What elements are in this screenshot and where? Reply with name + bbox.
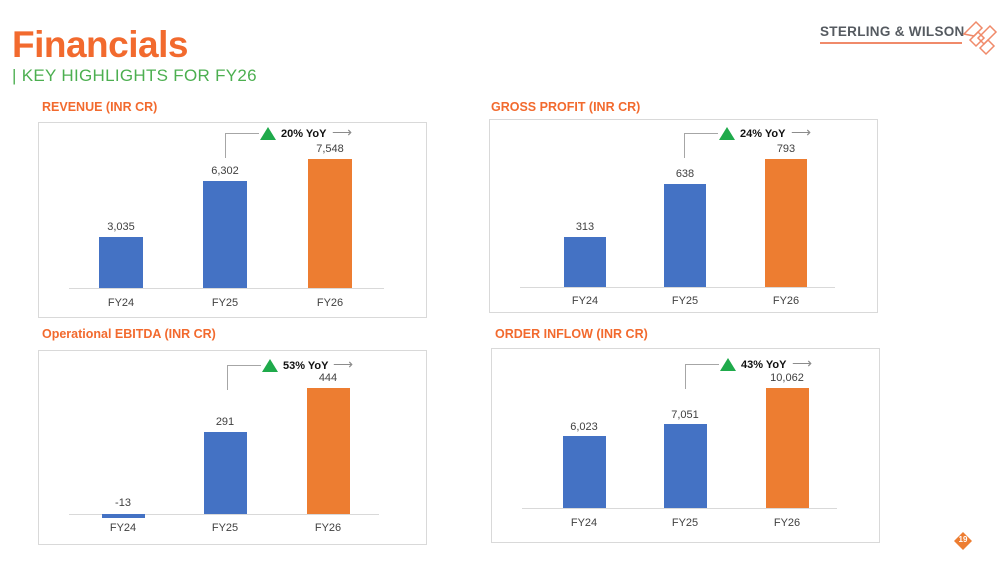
bar-fy25 <box>664 424 707 508</box>
chart-ebitda: -13 291 444 FY24 FY25 FY26 53% YoY ⟶ <box>38 350 427 545</box>
yoy-annotation: 20% YoY <box>281 128 327 140</box>
category-label: FY26 <box>316 297 344 309</box>
value-label: 7,051 <box>671 409 699 421</box>
chart-gross-profit: 313 638 793 FY24 FY25 FY26 24% YoY ⟶ <box>489 119 878 313</box>
category-label: FY26 <box>314 522 342 534</box>
bar-fy26 <box>765 159 807 287</box>
category-label: FY24 <box>109 522 137 534</box>
page-subtitle: | KEY HIGHLIGHTS FOR FY26 <box>12 66 257 85</box>
value-label: 313 <box>575 221 595 233</box>
arrow-right-icon: ⟶ <box>791 124 812 140</box>
up-triangle-icon <box>260 127 276 140</box>
bar-fy24 <box>564 237 606 287</box>
bar-fy26 <box>308 159 352 288</box>
chart-title-ebitda: Operational EBITDA (INR CR) <box>42 327 216 341</box>
up-triangle-icon <box>720 358 736 371</box>
category-label: FY25 <box>211 297 239 309</box>
value-label: 444 <box>318 372 338 384</box>
value-label: 6,023 <box>570 421 598 433</box>
chart-title-gross-profit: GROSS PROFIT (INR CR) <box>491 100 641 114</box>
yoy-connector <box>225 133 259 158</box>
logo-underline <box>820 42 962 44</box>
page-number: 19 <box>958 535 968 544</box>
page-title: Financials <box>12 24 188 65</box>
chart-revenue: 3,035 6,302 7,548 FY24 FY25 FY26 20% YoY… <box>38 122 427 318</box>
value-label: 6,302 <box>211 165 239 177</box>
arrow-right-icon: ⟶ <box>332 124 353 140</box>
bar-fy25 <box>204 432 247 514</box>
category-label: FY24 <box>571 295 599 307</box>
category-label: FY26 <box>773 517 801 529</box>
value-label: 638 <box>675 168 695 180</box>
logo-text: STERLING & WILSON <box>820 24 965 39</box>
bar-fy24 <box>102 514 145 518</box>
bar-fy26 <box>766 388 809 508</box>
category-label: FY25 <box>671 295 699 307</box>
x-axis <box>69 514 379 515</box>
up-triangle-icon <box>262 359 278 372</box>
arrow-right-icon: ⟶ <box>792 355 813 371</box>
yoy-annotation: 53% YoY <box>283 360 329 372</box>
diamond-icon <box>954 532 972 550</box>
bar-fy24 <box>563 436 606 508</box>
bar-fy25 <box>664 184 706 287</box>
yoy-connector <box>227 365 261 390</box>
value-label: 793 <box>776 143 796 155</box>
up-triangle-icon <box>719 127 735 140</box>
page-number-badge: 19 <box>953 531 973 551</box>
chart-title-revenue: REVENUE (INR CR) <box>42 100 158 114</box>
value-label: 3,035 <box>107 221 135 233</box>
value-label: 291 <box>215 416 235 428</box>
value-label: 7,548 <box>316 143 344 155</box>
value-label: 10,062 <box>770 372 804 384</box>
category-label: FY25 <box>671 517 699 529</box>
value-label: -13 <box>115 497 131 509</box>
x-axis <box>520 287 835 288</box>
bar-fy26 <box>307 388 350 514</box>
bar-fy25 <box>203 181 247 288</box>
yoy-connector <box>685 364 719 389</box>
yoy-connector <box>684 133 718 158</box>
chart-title-order-inflow: ORDER INFLOW (INR CR) <box>495 327 648 341</box>
category-label: FY24 <box>570 517 598 529</box>
chart-order-inflow: 6,023 7,051 10,062 FY24 FY25 FY26 43% Yo… <box>491 348 880 543</box>
category-label: FY26 <box>772 295 800 307</box>
category-label: FY24 <box>107 297 135 309</box>
x-axis <box>69 288 384 289</box>
x-axis <box>522 508 837 509</box>
bar-fy24 <box>99 237 143 288</box>
company-logo: STERLING & WILSON <box>820 16 998 56</box>
yoy-annotation: 24% YoY <box>740 128 786 140</box>
arrow-right-icon: ⟶ <box>333 356 354 372</box>
category-label: FY25 <box>211 522 239 534</box>
logo-mark-icon <box>962 20 998 56</box>
yoy-annotation: 43% YoY <box>741 359 787 371</box>
